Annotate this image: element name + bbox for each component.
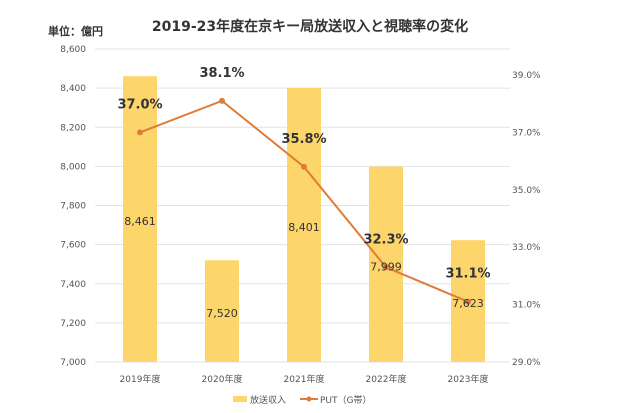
put-point: [137, 129, 143, 136]
legend-bar-swatch: [233, 396, 247, 402]
left-tick-label: 8,200: [60, 123, 86, 133]
right-tick-label: 37.0%: [512, 128, 541, 138]
put-point: [219, 97, 225, 104]
bar: [369, 166, 403, 362]
put-value-label: 35.8%: [281, 132, 326, 147]
left-tick-label: 7,400: [60, 280, 86, 290]
legend-line-label: PUT（G帯）: [320, 394, 372, 406]
right-tick-label: 39.0%: [512, 71, 541, 81]
put-value-label: 31.1%: [445, 267, 490, 282]
right-tick-label: 35.0%: [512, 186, 541, 196]
bar: [205, 260, 239, 362]
left-tick-label: 8,400: [60, 84, 86, 94]
right-tick-label: 29.0%: [512, 358, 541, 368]
bar-value-label: 7,520: [206, 307, 238, 320]
right-tick-label: 33.0%: [512, 243, 541, 253]
bar: [123, 76, 157, 363]
unit-label: 単位：億円: [48, 24, 103, 38]
put-point: [465, 298, 471, 305]
x-tick-label: 2019年度: [120, 373, 161, 385]
left-tick-label: 7,800: [60, 202, 86, 212]
left-tick-label: 8,600: [60, 45, 86, 55]
left-tick-label: 8,000: [60, 162, 86, 172]
put-point: [301, 163, 307, 170]
x-tick-label: 2020年度: [202, 373, 243, 385]
put-value-label: 38.1%: [199, 66, 244, 81]
bar-value-label: 7,623: [452, 297, 484, 310]
legend-bar-label: 放送収入: [250, 394, 286, 406]
bar-value-label: 7,999: [370, 260, 402, 273]
bar-value-label: 8,461: [124, 215, 156, 228]
chart-title: 2019-23年度在京キー局放送収入と視聴率の変化: [152, 18, 468, 35]
put-point: [383, 264, 389, 271]
put-value-label: 32.3%: [363, 232, 408, 247]
left-tick-label: 7,000: [60, 358, 86, 368]
right-tick-label: 31.0%: [512, 301, 541, 311]
x-tick-label: 2022年度: [366, 373, 407, 385]
put-value-label: 37.0%: [117, 97, 162, 112]
left-tick-label: 7,600: [60, 241, 86, 251]
legend-line-marker: [306, 396, 312, 402]
bar: [287, 87, 321, 362]
x-tick-label: 2021年度: [284, 373, 325, 385]
x-tick-label: 2023年度: [448, 373, 489, 385]
bar-value-label: 8,401: [288, 221, 320, 234]
left-tick-label: 7,200: [60, 319, 86, 329]
